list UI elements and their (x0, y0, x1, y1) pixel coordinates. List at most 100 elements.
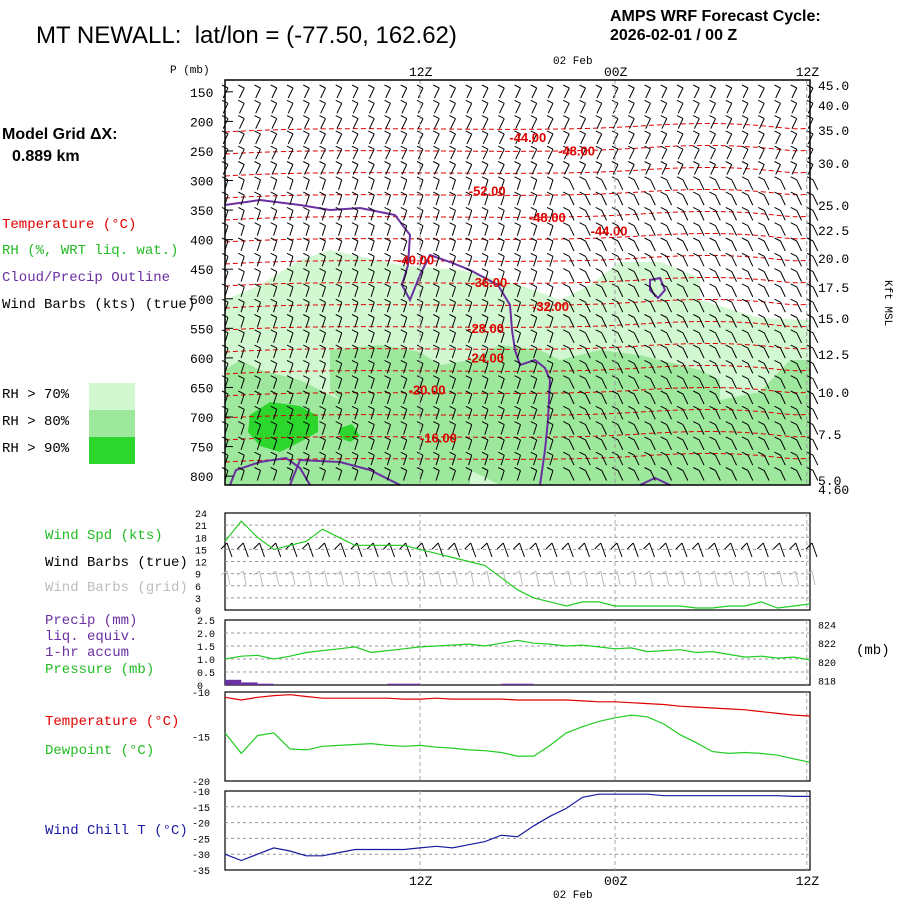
main-wind-barb (498, 375, 505, 389)
main-wind-barb (676, 268, 689, 282)
windchill-line (224, 793, 810, 862)
main-wind-barb (644, 145, 651, 160)
main-wind-barb (449, 390, 456, 405)
main-wind-barb (530, 206, 538, 221)
lat-lon: lat/lon = (-77.50, 162.62) (194, 22, 457, 49)
main-wind-barb (660, 298, 673, 313)
main-wind-barb (758, 237, 770, 252)
main-wind-barb (563, 130, 570, 145)
time-label-top: 12Z (409, 65, 433, 80)
main-wind-barb (286, 421, 294, 435)
main-wind-barb (530, 84, 538, 99)
main-wind-barb (774, 237, 786, 252)
grid-wind-barb (740, 570, 751, 586)
main-wind-barb (741, 283, 754, 298)
main-wind-barb (514, 436, 521, 451)
main-wind-barb (498, 283, 505, 298)
legend-wind: Wind Barbs (kts) (true) (2, 297, 196, 313)
main-wind-barb (254, 375, 261, 389)
lower-panel-frame (224, 691, 811, 782)
main-wind-barb (693, 222, 705, 236)
main-wind-barb (433, 436, 440, 451)
main-wind-barb (384, 436, 391, 451)
main-wind-barb (611, 390, 624, 405)
main-wind-barb (546, 206, 554, 221)
main-wind-barb (546, 467, 554, 481)
main-wind-barb (660, 467, 673, 481)
main-wind-barb (693, 237, 705, 252)
main-wind-barb (676, 298, 689, 313)
main-wind-barb (400, 145, 408, 160)
main-wind-barb (514, 314, 521, 328)
main-wind-barb (335, 405, 343, 420)
main-wind-barb (676, 176, 689, 191)
main-wind-barb (644, 375, 656, 389)
main-wind-barb (563, 436, 575, 451)
main-wind-barb (546, 298, 554, 313)
main-wind-barb (319, 176, 326, 190)
main-wind-barb (498, 130, 505, 145)
main-wind-barb (790, 390, 803, 405)
main-wind-barb (384, 298, 391, 313)
main-wind-barb (335, 298, 343, 313)
main-wind-barb (725, 176, 738, 191)
main-wind-barb (774, 161, 781, 175)
main-wind-barb (319, 421, 326, 435)
main-wind-barb (741, 467, 754, 481)
main-wind-barb (270, 84, 278, 99)
main-wind-barb (709, 436, 721, 451)
main-wind-barb (498, 161, 505, 175)
main-wind-barb (400, 283, 408, 298)
main-wind-barb (709, 268, 721, 282)
main-wind-barb (286, 268, 294, 282)
main-wind-barb (546, 222, 554, 236)
main-wind-barb (530, 176, 538, 190)
main-wind-barb (546, 390, 554, 405)
main-wind-barb (595, 314, 608, 328)
main-wind-barb (563, 314, 575, 328)
grid-wind-barb (773, 570, 783, 586)
pressure-tick-label: 250 (190, 145, 213, 160)
main-wind-barb (644, 268, 656, 282)
main-wind-barb (514, 206, 521, 221)
pressure-tick-label: 550 (190, 322, 213, 337)
main-wind-barb (546, 237, 554, 252)
main-wind-barb (481, 359, 489, 374)
main-wind-barb (579, 252, 591, 267)
main-wind-barb (286, 329, 294, 343)
grid-wind-barb (724, 570, 735, 586)
true-wind-barb (594, 542, 607, 558)
true-wind-barb (675, 542, 688, 558)
main-wind-barb (709, 84, 716, 99)
main-wind-barb (660, 237, 673, 252)
main-wind-barb (384, 390, 391, 405)
pressure-tick-label: 700 (190, 411, 213, 426)
main-wind-barb (335, 237, 343, 252)
main-wind-barb (433, 84, 440, 99)
main-wind-barb (563, 237, 575, 252)
main-wind-barb (319, 206, 326, 221)
main-wind-barb (774, 176, 786, 191)
main-wind-barb (465, 405, 473, 420)
main-wind-barb (725, 268, 738, 282)
main-wind-barb (254, 145, 261, 160)
grid-wind-barb (236, 570, 247, 586)
main-wind-barb (774, 130, 781, 145)
pressure-right-tick-label: 822 (818, 640, 836, 651)
main-wind-barb (400, 314, 408, 328)
main-wind-barb (579, 359, 591, 374)
main-wind-barb (481, 314, 489, 328)
main-wind-barb (449, 115, 456, 129)
main-wind-barb (498, 191, 505, 206)
main-wind-barb (595, 130, 603, 145)
station-title: MT NEWALL: lat/lon = (-77.50, 162.62) (36, 22, 457, 50)
main-wind-barb (725, 451, 738, 466)
legend-rh80: RH > 80% (2, 414, 70, 430)
main-wind-barb (319, 436, 326, 451)
main-wind-barb (758, 421, 770, 435)
main-wind-barb (660, 314, 673, 328)
main-wind-barb (579, 390, 591, 405)
main-wind-barb (400, 390, 408, 405)
main-wind-barb (319, 451, 326, 466)
main-wind-barb (644, 283, 656, 298)
